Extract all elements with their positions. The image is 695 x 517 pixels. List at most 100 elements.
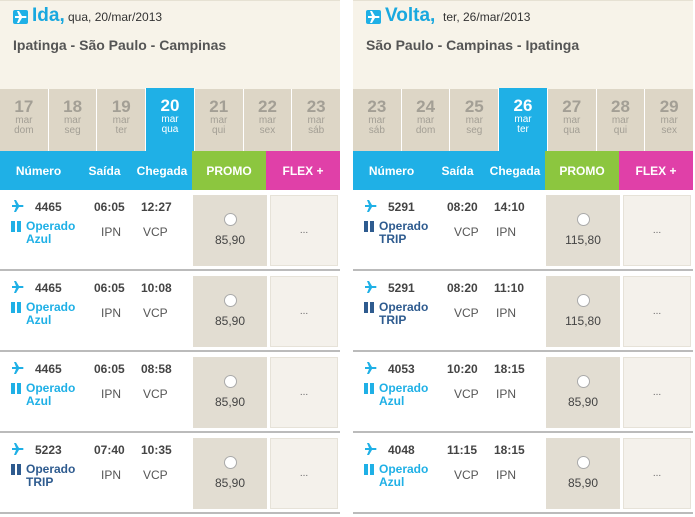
promo-fare-cell[interactable]: 85,90 xyxy=(546,357,620,428)
operator-name: TRIP xyxy=(26,475,54,489)
day-option[interactable]: 25 mar seg xyxy=(449,89,499,151)
promo-fare-cell[interactable]: 85,90 xyxy=(193,438,267,509)
promo-fare-radio[interactable] xyxy=(224,456,237,469)
day-option[interactable]: 19 mar ter xyxy=(96,89,146,151)
day-month: mar xyxy=(63,115,82,126)
flex-price: ... xyxy=(652,468,662,479)
day-option[interactable]: 24 mar dom xyxy=(400,89,450,151)
promo-fare-cell[interactable]: 85,90 xyxy=(193,357,267,428)
promo-fare-radio[interactable] xyxy=(577,294,590,307)
day-weekday: sáb xyxy=(308,125,325,136)
promo-fare-cell[interactable]: 85,90 xyxy=(193,195,267,266)
arrival-time: 18:15 xyxy=(494,443,525,457)
promo-fare-cell[interactable]: 115,80 xyxy=(546,195,620,266)
promo-fare-cell[interactable]: 85,90 xyxy=(546,438,620,509)
airline-trip-icon xyxy=(364,302,374,313)
day-number: 17 xyxy=(14,97,34,116)
airplane-icon xyxy=(364,199,377,217)
arrival-time: 11:10 xyxy=(494,281,525,295)
flex-fare-cell[interactable]: ... xyxy=(270,357,338,428)
airplane-icon xyxy=(364,280,377,298)
origin-airport: VCP xyxy=(454,225,479,239)
day-month: mar xyxy=(161,114,179,125)
flex-fare-cell[interactable]: ... xyxy=(623,438,691,509)
flex-fare-cell[interactable]: ... xyxy=(623,276,691,347)
operated-label: Operado xyxy=(379,300,429,314)
promo-fare-radio[interactable] xyxy=(577,375,590,388)
flex-price: ... xyxy=(652,387,662,398)
flex-fare-cell[interactable]: ... xyxy=(270,276,338,347)
day-number: 21 xyxy=(209,97,229,116)
day-weekday: ter xyxy=(115,125,128,136)
promo-fare-radio[interactable] xyxy=(224,213,237,226)
operated-label: Operado xyxy=(26,462,76,476)
promo-fare-cell[interactable]: 115,80 xyxy=(546,276,620,347)
promo-price: 85,90 xyxy=(214,314,246,328)
header-promo: PROMO xyxy=(545,151,619,190)
airplane-icon xyxy=(11,199,24,217)
day-number: 20 xyxy=(160,96,180,115)
day-weekday: sáb xyxy=(368,125,385,136)
departure-time: 11:15 xyxy=(447,443,478,457)
airline-azul-icon xyxy=(11,383,21,394)
day-option[interactable]: 22 mar sex xyxy=(242,89,292,151)
day-option[interactable]: 21 mar qui xyxy=(193,89,243,151)
date-selector: 23 mar sáb 24 mar dom 25 mar seg 26 mar ter 27 mar qua… xyxy=(353,88,693,151)
panel-header: Ida, qua, 20/mar/2013 Ipatinga - São Paulo… xyxy=(0,0,340,89)
promo-fare-radio[interactable] xyxy=(577,213,590,226)
promo-fare-radio[interactable] xyxy=(224,294,237,307)
day-option[interactable]: 23 mar sáb xyxy=(291,89,340,151)
flight-number: 5291 xyxy=(388,281,415,295)
day-number: 22 xyxy=(257,97,277,116)
arrival-time: 12:27 xyxy=(141,200,172,214)
day-option[interactable]: 20 mar qua xyxy=(145,88,194,151)
operator-name: Azul xyxy=(379,475,405,489)
airline-trip-icon xyxy=(11,464,21,475)
day-number: 27 xyxy=(562,97,582,116)
day-number: 18 xyxy=(63,97,83,116)
day-option[interactable]: 27 mar qua xyxy=(546,89,596,151)
destination-airport: VCP xyxy=(143,387,168,401)
operated-by: Operado TRIP xyxy=(379,301,428,327)
promo-price: 85,90 xyxy=(567,476,599,490)
day-option[interactable]: 18 mar seg xyxy=(47,89,97,151)
flex-fare-cell[interactable]: ... xyxy=(623,195,691,266)
airplane-icon xyxy=(11,361,24,379)
day-weekday: seg xyxy=(64,125,81,136)
day-weekday: qui xyxy=(212,125,226,136)
promo-fare-radio[interactable] xyxy=(577,456,590,469)
return-panel: Volta, ter, 26/mar/2013 São Paulo - Campin… xyxy=(353,0,693,517)
day-option[interactable]: 28 mar qui xyxy=(595,89,645,151)
day-month: mar xyxy=(514,114,532,125)
header-promo: PROMO xyxy=(192,151,266,190)
day-number: 23 xyxy=(367,97,387,116)
promo-fare-radio[interactable] xyxy=(224,375,237,388)
operated-label: Operado xyxy=(26,219,76,233)
day-option[interactable]: 29 mar sex xyxy=(644,89,693,151)
travel-date: ter, 26/mar/2013 xyxy=(443,10,531,24)
promo-price: 85,90 xyxy=(214,233,246,247)
day-option[interactable]: 23 mar sáb xyxy=(353,89,401,151)
day-weekday: qui xyxy=(613,125,628,136)
flex-fare-cell[interactable]: ... xyxy=(270,438,338,509)
day-option[interactable]: 26 mar ter xyxy=(498,88,547,151)
operated-by: Operado TRIP xyxy=(26,463,75,489)
origin-airport: IPN xyxy=(101,468,122,482)
route-title: Ipatinga - São Paulo - Campinas xyxy=(13,37,227,53)
day-weekday: seg xyxy=(466,125,483,136)
day-option[interactable]: 17 mar dom xyxy=(0,89,48,151)
day-weekday: sex xyxy=(259,125,276,136)
day-number: 29 xyxy=(659,97,679,116)
promo-fare-cell[interactable]: 85,90 xyxy=(193,276,267,347)
departure-time: 07:40 xyxy=(94,443,125,457)
direction-title: Ida, xyxy=(32,5,65,26)
day-month: mar xyxy=(611,115,630,126)
flex-fare-cell[interactable]: ... xyxy=(270,195,338,266)
operated-label: Operado xyxy=(26,300,76,314)
outbound-panel: Ida, qua, 20/mar/2013 Ipatinga - São Paulo… xyxy=(0,0,340,517)
column-headers: Número Saída Chegada PROMO FLEX + xyxy=(0,151,340,190)
day-month: mar xyxy=(416,115,435,126)
flex-fare-cell[interactable]: ... xyxy=(623,357,691,428)
flight-number: 4053 xyxy=(388,362,415,376)
flight-number: 4048 xyxy=(388,443,415,457)
